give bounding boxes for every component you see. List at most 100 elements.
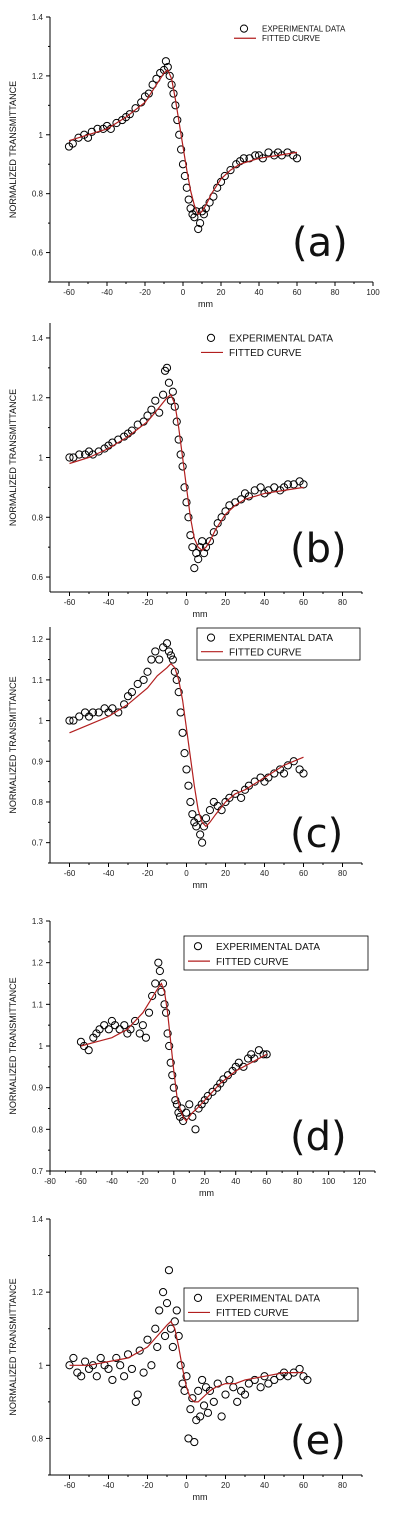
x-tick-label: 60 (299, 1481, 308, 1490)
y-tick-label: 0.8 (32, 190, 44, 199)
legend-marker-experimental (193, 942, 203, 951)
x-tick-label: 20 (221, 598, 230, 607)
data-point (162, 1299, 172, 1308)
data-point (199, 210, 208, 219)
data-point (147, 405, 156, 414)
x-tick-label: 40 (255, 288, 264, 297)
data-point (120, 1021, 129, 1030)
data-point (93, 124, 102, 133)
data-point (205, 1386, 214, 1395)
x-tick-label: -20 (142, 598, 154, 607)
data-point (229, 1383, 238, 1392)
x-tick-label: 40 (260, 1481, 269, 1490)
x-tick-label: -40 (103, 869, 115, 878)
data-point (295, 1364, 304, 1374)
y-tick-label: 1.4 (32, 334, 44, 343)
data-point (88, 708, 98, 717)
x-tick-label: 0 (172, 1177, 177, 1186)
x-tick-label: 20 (221, 869, 230, 878)
data-point (188, 543, 197, 552)
chart-panel-c: 0.7 0.8 0.9 1 1.1 1.2 -60 -40 -20 0 20 40 60 80 mm NORM… (0, 610, 403, 905)
data-point (180, 483, 189, 492)
data-point (303, 1375, 312, 1385)
panel-label: (a) (292, 220, 348, 266)
data-point (166, 651, 175, 660)
data-point (172, 675, 181, 684)
y-axis-title: NORMALIZED TRANSMITTANCE (8, 1278, 18, 1415)
data-point (256, 1383, 265, 1392)
data-point (81, 708, 90, 717)
data-point (219, 1075, 228, 1084)
data-point (239, 1062, 248, 1071)
data-point (167, 80, 176, 89)
data-point (180, 749, 189, 758)
data-point (234, 1058, 243, 1067)
data-point (175, 130, 184, 139)
x-tick-label: 60 (299, 869, 308, 878)
data-point (69, 716, 78, 725)
data-point (196, 1412, 205, 1421)
data-point (184, 1434, 193, 1443)
data-point (143, 411, 152, 420)
data-point (186, 1405, 195, 1414)
x-tick-label: 0 (181, 288, 186, 297)
y-tick-label: 0.8 (32, 513, 44, 522)
data-point (209, 528, 218, 537)
data-point (127, 1364, 136, 1374)
data-point (190, 213, 199, 222)
data-point (182, 765, 191, 774)
chart-panel-d: 0.7 0.8 0.9 1 1.1 1.2 1.3 -80 -60 -40 -20 0 20 40 60 80… (0, 905, 403, 1205)
data-point (148, 991, 157, 1001)
data-point (95, 1025, 104, 1034)
x-tick-label: 0 (184, 598, 189, 607)
y-tick-label: 1.3 (32, 917, 44, 926)
data-point (203, 1091, 212, 1101)
y-axis-title: NORMALIZED TRANSMITTANCE (8, 389, 18, 526)
y-tick-label: 1 (39, 131, 44, 140)
data-point (184, 781, 193, 790)
data-point (104, 1025, 113, 1034)
data-point (262, 1050, 271, 1059)
legend-marker-experimental (239, 24, 249, 33)
data-point (190, 818, 199, 827)
x-tick-label: -40 (106, 1177, 118, 1186)
data-point (198, 1375, 207, 1385)
data-point (244, 1379, 253, 1388)
data-point (260, 1372, 269, 1381)
y-tick-label: 0.6 (32, 573, 44, 582)
data-point (209, 1397, 218, 1406)
y-tick-label: 1.4 (32, 1215, 44, 1224)
data-point (160, 1331, 170, 1341)
chart-panel-e: 0.8 1 1.2 1.4 -60 -40 -20 0 20 40 60 80 mm NORMALIZED… (0, 1205, 403, 1510)
legend-marker-experimental (206, 333, 216, 343)
legend-box (183, 935, 369, 971)
data-point (201, 543, 211, 552)
x-tick-label: -60 (64, 869, 76, 878)
data-point (209, 797, 218, 807)
data-point (192, 207, 201, 216)
data-point (100, 1021, 109, 1030)
y-tick-label: 0.6 (32, 249, 44, 258)
panel-label: (c) (290, 811, 343, 857)
data-point (164, 647, 174, 656)
x-tick-label: 20 (217, 288, 226, 297)
data-point (84, 1046, 93, 1055)
data-point (161, 1008, 171, 1017)
data-point (196, 830, 205, 839)
data-point (190, 563, 199, 573)
legend-label-experimental: EXPERIMENTAL DATA (262, 24, 346, 33)
data-point (171, 1096, 180, 1105)
data-point (65, 453, 74, 462)
data-point (191, 1125, 200, 1134)
data-point (174, 1331, 183, 1341)
x-tick-label: 40 (231, 1177, 240, 1186)
panel-label: (b) (290, 526, 347, 572)
data-point (112, 1353, 121, 1363)
y-tick-label: 0.8 (32, 798, 44, 807)
chart-svg-d: 0.7 0.8 0.9 1 1.1 1.2 1.3 -80 -60 -40 -20 0 20 40 60 80… (8, 917, 376, 1198)
data-point (194, 224, 203, 234)
y-tick-label: 0.8 (32, 1125, 44, 1134)
data-point (225, 793, 234, 802)
data-point (256, 483, 265, 492)
chart-svg-c: 0.7 0.8 0.9 1 1.1 1.2 -60 -40 -20 0 20 40 60 80 mm NORM… (8, 627, 363, 890)
